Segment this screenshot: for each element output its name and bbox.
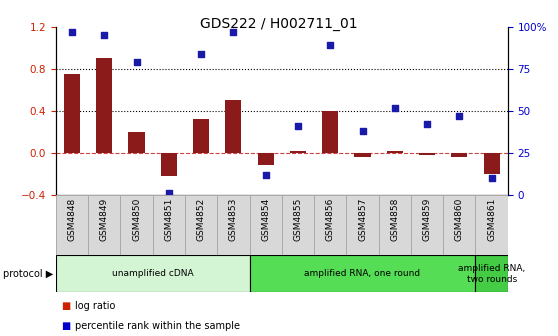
Bar xyxy=(249,255,475,292)
Bar xyxy=(322,111,338,153)
Bar xyxy=(258,153,274,166)
Bar xyxy=(419,153,435,155)
Text: GSM4858: GSM4858 xyxy=(390,198,400,241)
Text: log ratio: log ratio xyxy=(75,301,116,311)
Bar xyxy=(475,195,508,255)
Bar xyxy=(153,195,185,255)
Bar xyxy=(56,255,249,292)
Bar xyxy=(290,151,306,153)
Bar xyxy=(64,74,80,153)
Bar xyxy=(161,153,177,176)
Bar xyxy=(387,151,403,153)
Text: amplified RNA, one round: amplified RNA, one round xyxy=(305,269,421,278)
Point xyxy=(326,43,335,48)
Bar xyxy=(411,195,443,255)
Text: GSM4853: GSM4853 xyxy=(229,198,238,241)
Text: GSM4854: GSM4854 xyxy=(261,198,270,241)
Bar xyxy=(193,119,209,153)
Bar xyxy=(347,195,379,255)
Bar xyxy=(56,195,88,255)
Text: GSM4848: GSM4848 xyxy=(68,198,76,241)
Text: unamplified cDNA: unamplified cDNA xyxy=(112,269,194,278)
Bar xyxy=(217,195,249,255)
Text: GSM4850: GSM4850 xyxy=(132,198,141,241)
Point xyxy=(487,175,496,181)
Text: ■: ■ xyxy=(61,301,71,311)
Text: GSM4857: GSM4857 xyxy=(358,198,367,241)
Bar xyxy=(484,153,500,174)
Text: GDS222 / H002711_01: GDS222 / H002711_01 xyxy=(200,17,358,31)
Bar xyxy=(225,100,242,153)
Text: GSM4859: GSM4859 xyxy=(422,198,431,241)
Text: percentile rank within the sample: percentile rank within the sample xyxy=(75,321,240,331)
Text: GSM4860: GSM4860 xyxy=(455,198,464,241)
Bar xyxy=(475,255,508,292)
Bar xyxy=(88,195,121,255)
Point xyxy=(294,123,302,129)
Bar xyxy=(354,153,371,157)
Bar xyxy=(314,195,347,255)
Point xyxy=(196,51,205,56)
Point xyxy=(358,128,367,134)
Bar xyxy=(451,153,468,157)
Point xyxy=(455,113,464,119)
Point xyxy=(68,29,76,35)
Bar xyxy=(121,195,153,255)
Text: GSM4852: GSM4852 xyxy=(196,198,205,241)
Bar xyxy=(128,132,145,153)
Point xyxy=(165,191,174,196)
Text: GSM4849: GSM4849 xyxy=(100,198,109,241)
Point xyxy=(100,33,109,38)
Point xyxy=(132,59,141,65)
Point xyxy=(261,172,270,177)
Bar xyxy=(96,58,112,153)
Bar xyxy=(282,195,314,255)
Text: GSM4856: GSM4856 xyxy=(326,198,335,241)
Bar xyxy=(185,195,217,255)
Text: GSM4855: GSM4855 xyxy=(294,198,302,241)
Bar xyxy=(249,195,282,255)
Text: protocol ▶: protocol ▶ xyxy=(3,269,53,279)
Text: ■: ■ xyxy=(61,321,71,331)
Point xyxy=(229,29,238,35)
Text: GSM4861: GSM4861 xyxy=(487,198,496,241)
Point xyxy=(422,122,431,127)
Text: GSM4851: GSM4851 xyxy=(164,198,174,241)
Text: amplified RNA,
two rounds: amplified RNA, two rounds xyxy=(458,264,525,284)
Bar xyxy=(379,195,411,255)
Point xyxy=(391,105,400,110)
Bar xyxy=(443,195,475,255)
